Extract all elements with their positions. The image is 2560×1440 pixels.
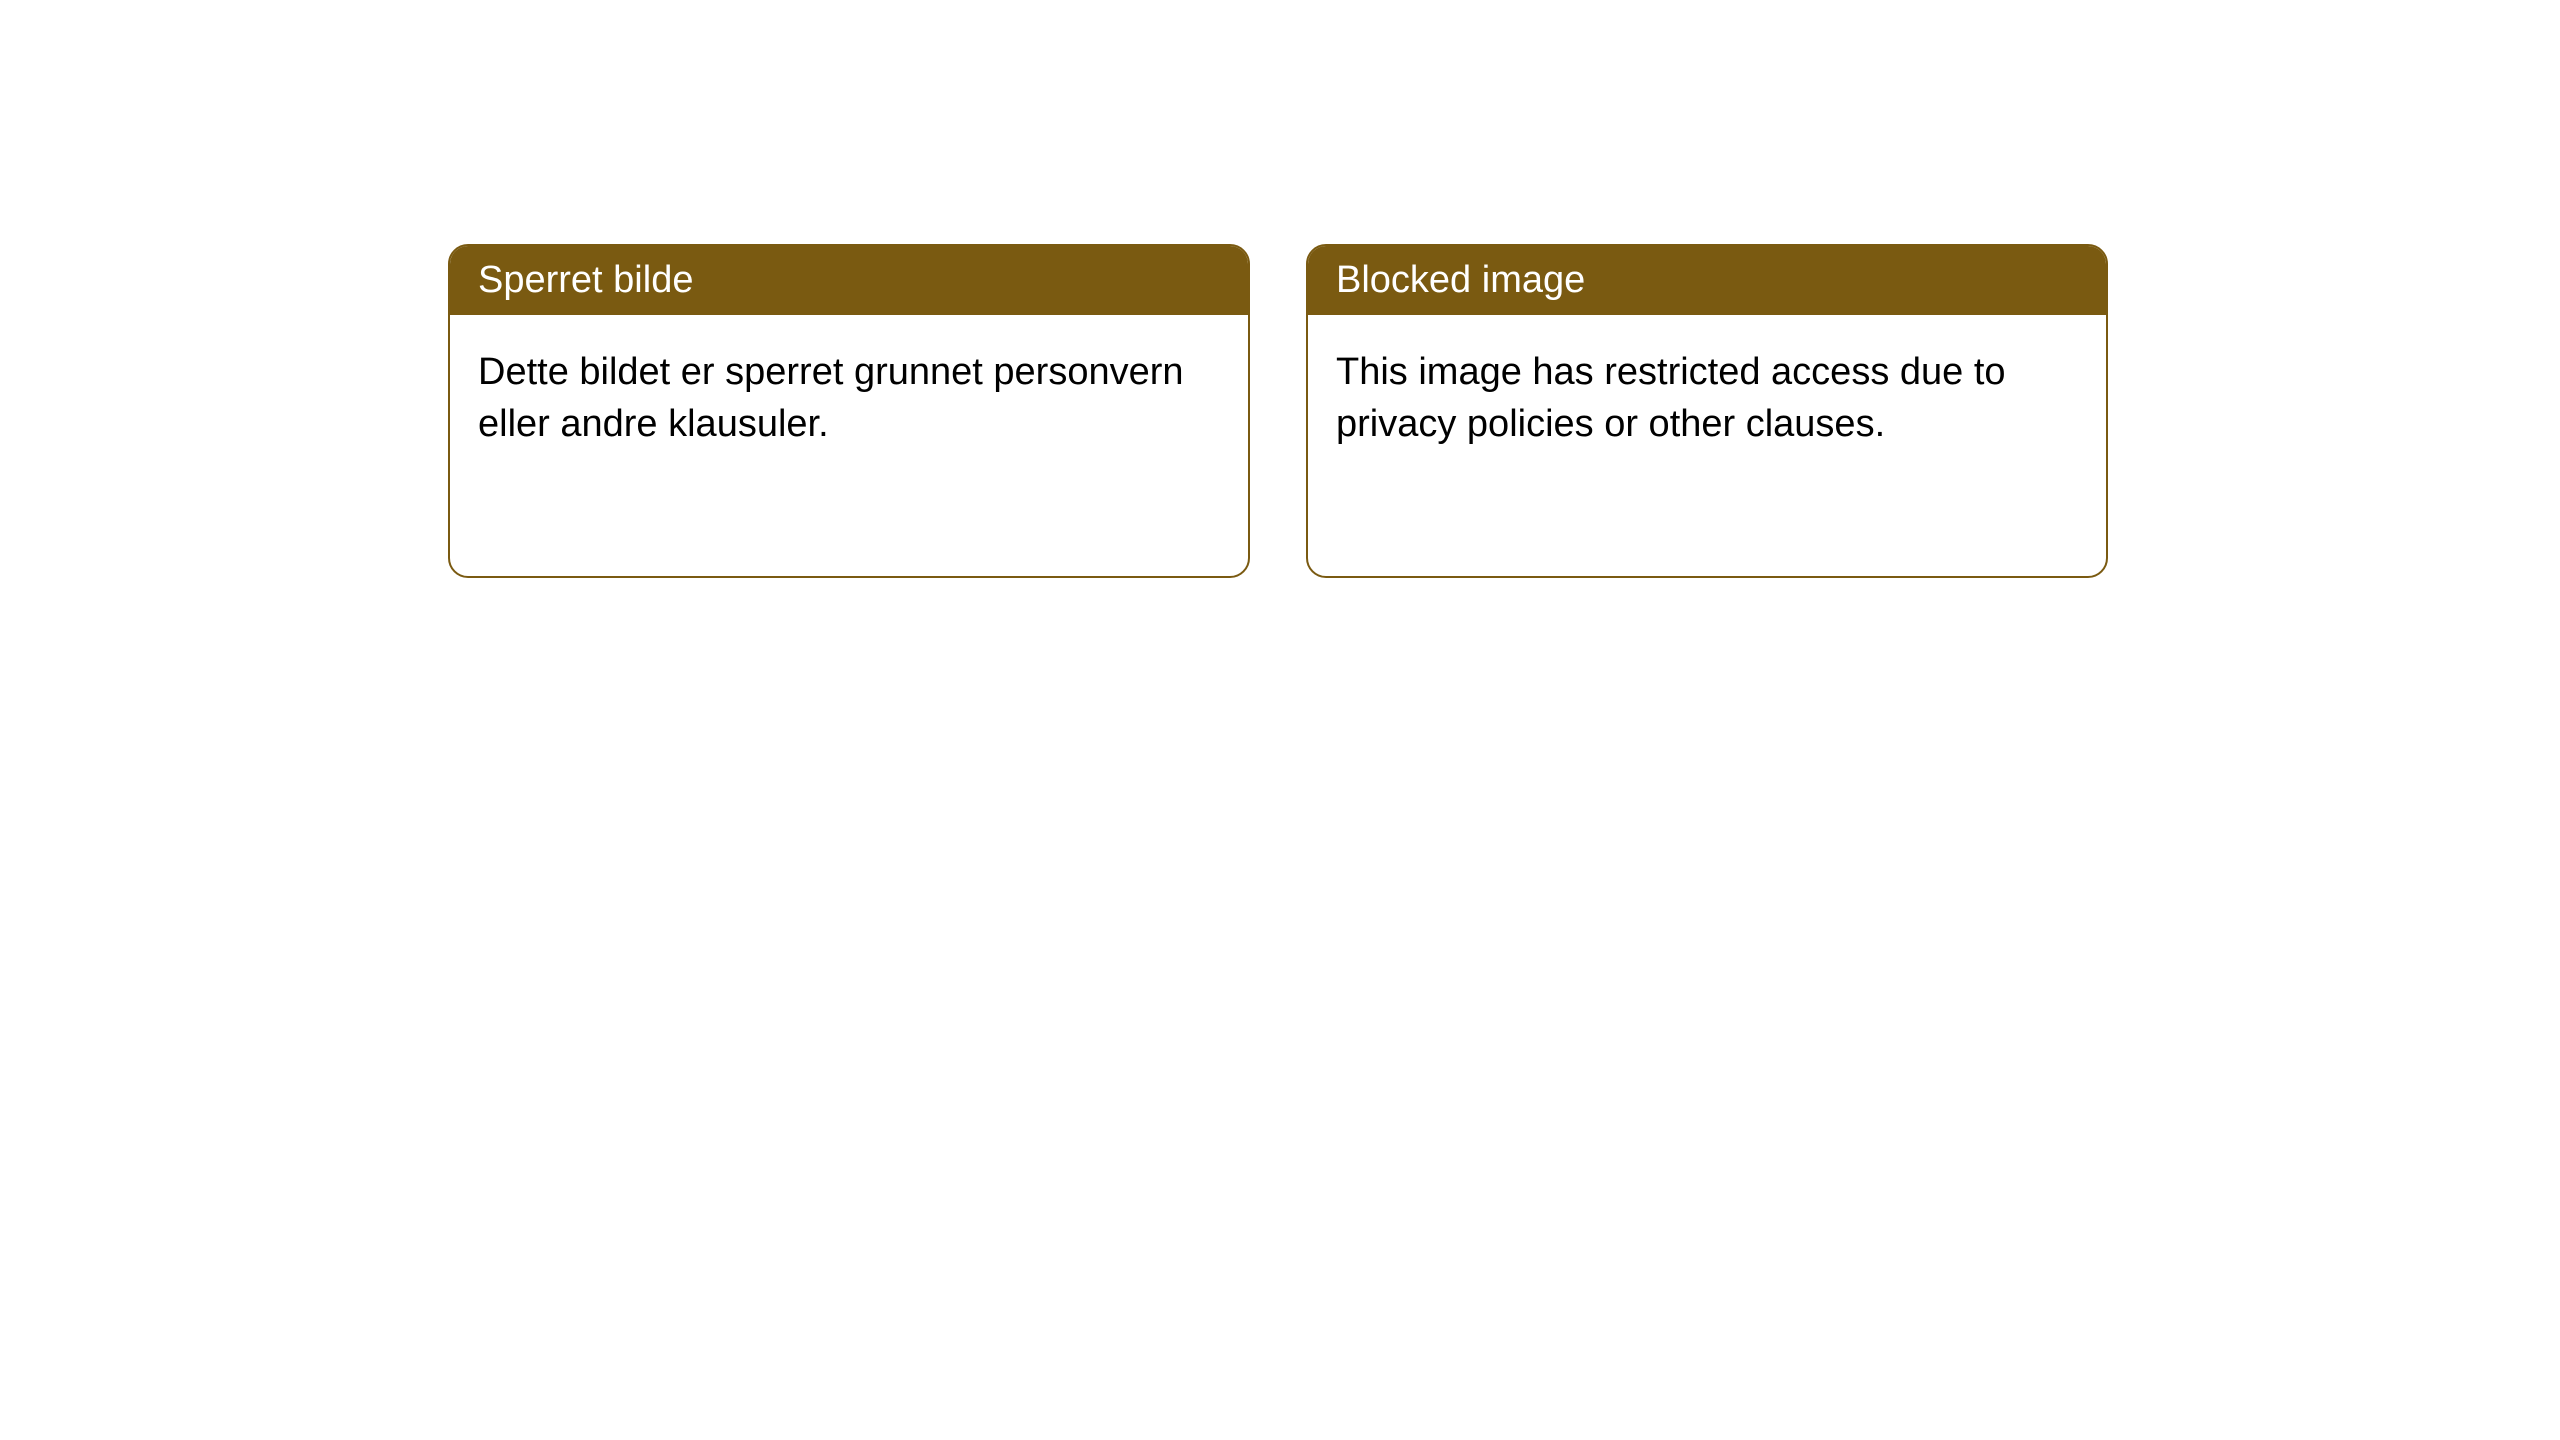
notice-card-english: Blocked image This image has restricted … xyxy=(1306,244,2108,578)
notice-container: Sperret bilde Dette bildet er sperret gr… xyxy=(0,0,2560,578)
notice-title: Sperret bilde xyxy=(450,246,1248,315)
notice-title: Blocked image xyxy=(1308,246,2106,315)
notice-card-norwegian: Sperret bilde Dette bildet er sperret gr… xyxy=(448,244,1250,578)
notice-body: This image has restricted access due to … xyxy=(1308,315,2106,482)
notice-body: Dette bildet er sperret grunnet personve… xyxy=(450,315,1248,482)
